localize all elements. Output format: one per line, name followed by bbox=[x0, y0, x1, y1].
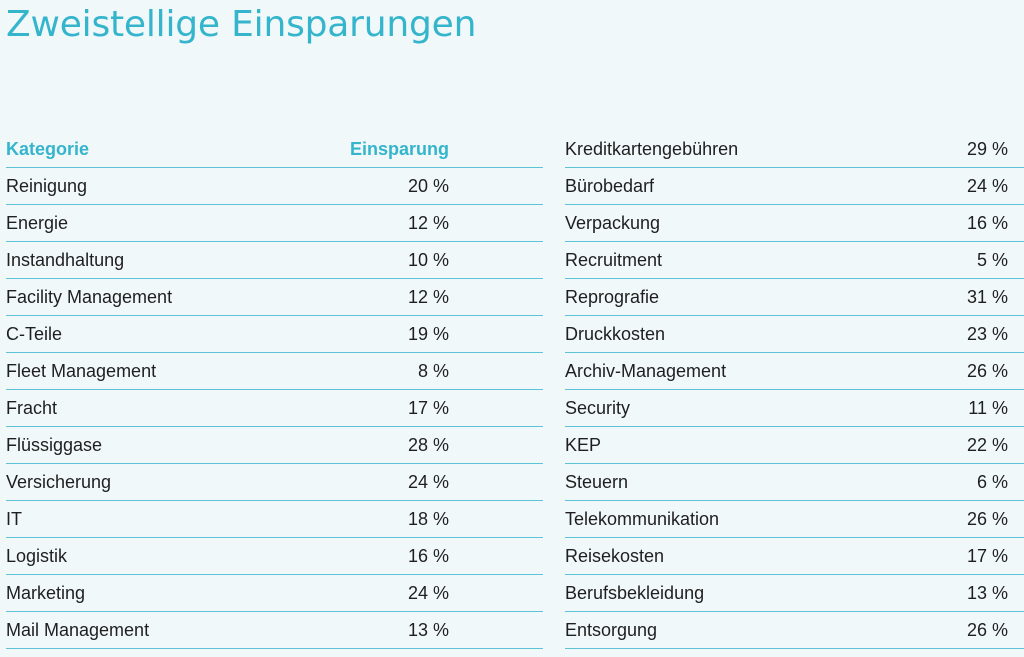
row-category: Steuern bbox=[565, 471, 629, 492]
row-category: Marketing bbox=[6, 582, 86, 603]
row-category: Kreditkartengebühren bbox=[565, 138, 739, 159]
row-saving: 24 % bbox=[966, 175, 1008, 196]
savings-table-left: Kategorie Einsparung Reinigung 20 % Energ… bbox=[6, 131, 543, 649]
row-saving: 19 % bbox=[407, 323, 449, 344]
row-category: Archiv-Management bbox=[565, 360, 727, 381]
table-row: Versicherung 24 % bbox=[6, 464, 543, 501]
row-category: IT bbox=[6, 508, 22, 529]
row-category: Energie bbox=[6, 212, 69, 233]
row-saving: 29 % bbox=[966, 138, 1008, 159]
row-category: Recruitment bbox=[565, 249, 663, 270]
row-category: Reisekosten bbox=[565, 545, 665, 566]
row-saving: 17 % bbox=[407, 397, 449, 418]
table-row: Logistik 16 % bbox=[6, 538, 543, 575]
row-category: Verpackung bbox=[565, 212, 661, 233]
table-row: Instandhaltung 10 % bbox=[6, 242, 543, 279]
row-category: Facility Management bbox=[6, 286, 173, 307]
row-category: Bürobedarf bbox=[565, 175, 655, 196]
table-row: Facility Management 12 % bbox=[6, 279, 543, 316]
table-row: Kreditkartengebühren 29 % bbox=[565, 131, 1024, 168]
table-row: Bürobedarf 24 % bbox=[565, 168, 1024, 205]
row-saving: 5 % bbox=[976, 249, 1008, 270]
row-saving: 6 % bbox=[976, 471, 1008, 492]
table-row: Steuern 6 % bbox=[565, 464, 1024, 501]
row-saving: 17 % bbox=[966, 545, 1008, 566]
table-row: Flüssiggase 28 % bbox=[6, 427, 543, 464]
row-category: Reprografie bbox=[565, 286, 660, 307]
row-saving: 24 % bbox=[407, 471, 449, 492]
table-row: Marketing 24 % bbox=[6, 575, 543, 612]
row-saving: 16 % bbox=[966, 212, 1008, 233]
header-category: Kategorie bbox=[6, 138, 90, 159]
row-category: C-Teile bbox=[6, 323, 63, 344]
row-saving: 11 % bbox=[968, 397, 1008, 418]
table-row: Reinigung 20 % bbox=[6, 168, 543, 205]
row-saving: 31 % bbox=[966, 286, 1008, 307]
row-saving: 28 % bbox=[407, 434, 449, 455]
table-row: Fracht 17 % bbox=[6, 390, 543, 427]
table-row: Reprografie 31 % bbox=[565, 279, 1024, 316]
row-category: Mail Management bbox=[6, 619, 150, 640]
row-saving: 24 % bbox=[407, 582, 449, 603]
table-row: Druckkosten 23 % bbox=[565, 316, 1024, 353]
row-category: Fleet Management bbox=[6, 360, 157, 381]
row-category: Fracht bbox=[6, 397, 58, 418]
table-row: IT 18 % bbox=[6, 501, 543, 538]
row-saving: 20 % bbox=[407, 175, 449, 196]
row-saving: 26 % bbox=[966, 619, 1008, 640]
row-category: KEP bbox=[565, 434, 602, 455]
row-saving: 13 % bbox=[407, 619, 449, 640]
row-saving: 18 % bbox=[407, 508, 449, 529]
row-saving: 12 % bbox=[407, 286, 449, 307]
table-row: Fleet Management 8 % bbox=[6, 353, 543, 390]
row-category: Reinigung bbox=[6, 175, 88, 196]
row-category: Logistik bbox=[6, 545, 68, 566]
savings-table-right: Kreditkartengebühren 29 % Bürobedarf 24 % … bbox=[565, 131, 1024, 649]
header-saving: Einsparung bbox=[349, 138, 449, 159]
row-saving: 26 % bbox=[966, 508, 1008, 529]
table-row: Entsorgung 26 % bbox=[565, 612, 1024, 649]
table-row: Recruitment 5 % bbox=[565, 242, 1024, 279]
row-saving: 13 % bbox=[966, 582, 1008, 603]
row-category: Berufsbekleidung bbox=[565, 582, 705, 603]
table-row: Verpackung 16 % bbox=[565, 205, 1024, 242]
table-row: Reisekosten 17 % bbox=[565, 538, 1024, 575]
row-category: Entsorgung bbox=[565, 619, 658, 640]
table-row: Archiv-Management 26 % bbox=[565, 353, 1024, 390]
row-saving: 8 % bbox=[417, 360, 449, 381]
table-row: C-Teile 19 % bbox=[6, 316, 543, 353]
row-category: Security bbox=[565, 397, 631, 418]
row-saving: 22 % bbox=[966, 434, 1008, 455]
row-category: Instandhaltung bbox=[6, 249, 125, 270]
row-category: Versicherung bbox=[6, 471, 112, 492]
table-row: Energie 12 % bbox=[6, 205, 543, 242]
table-header-row: Kategorie Einsparung bbox=[6, 131, 543, 168]
table-row: Berufsbekleidung 13 % bbox=[565, 575, 1024, 612]
table-row: KEP 22 % bbox=[565, 427, 1024, 464]
row-saving: 23 % bbox=[966, 323, 1008, 344]
row-saving: 12 % bbox=[407, 212, 449, 233]
row-category: Telekommunikation bbox=[565, 508, 720, 529]
table-row: Mail Management 13 % bbox=[6, 612, 543, 649]
table-row: Security 11 % bbox=[565, 390, 1024, 427]
row-category: Flüssiggase bbox=[6, 434, 103, 455]
row-saving: 26 % bbox=[966, 360, 1008, 381]
row-saving: 16 % bbox=[407, 545, 449, 566]
row-category: Druckkosten bbox=[565, 323, 666, 344]
row-saving: 10 % bbox=[407, 249, 449, 270]
table-row: Telekommunikation 26 % bbox=[565, 501, 1024, 538]
page-title: Zweistellige Einsparungen bbox=[6, 4, 477, 45]
